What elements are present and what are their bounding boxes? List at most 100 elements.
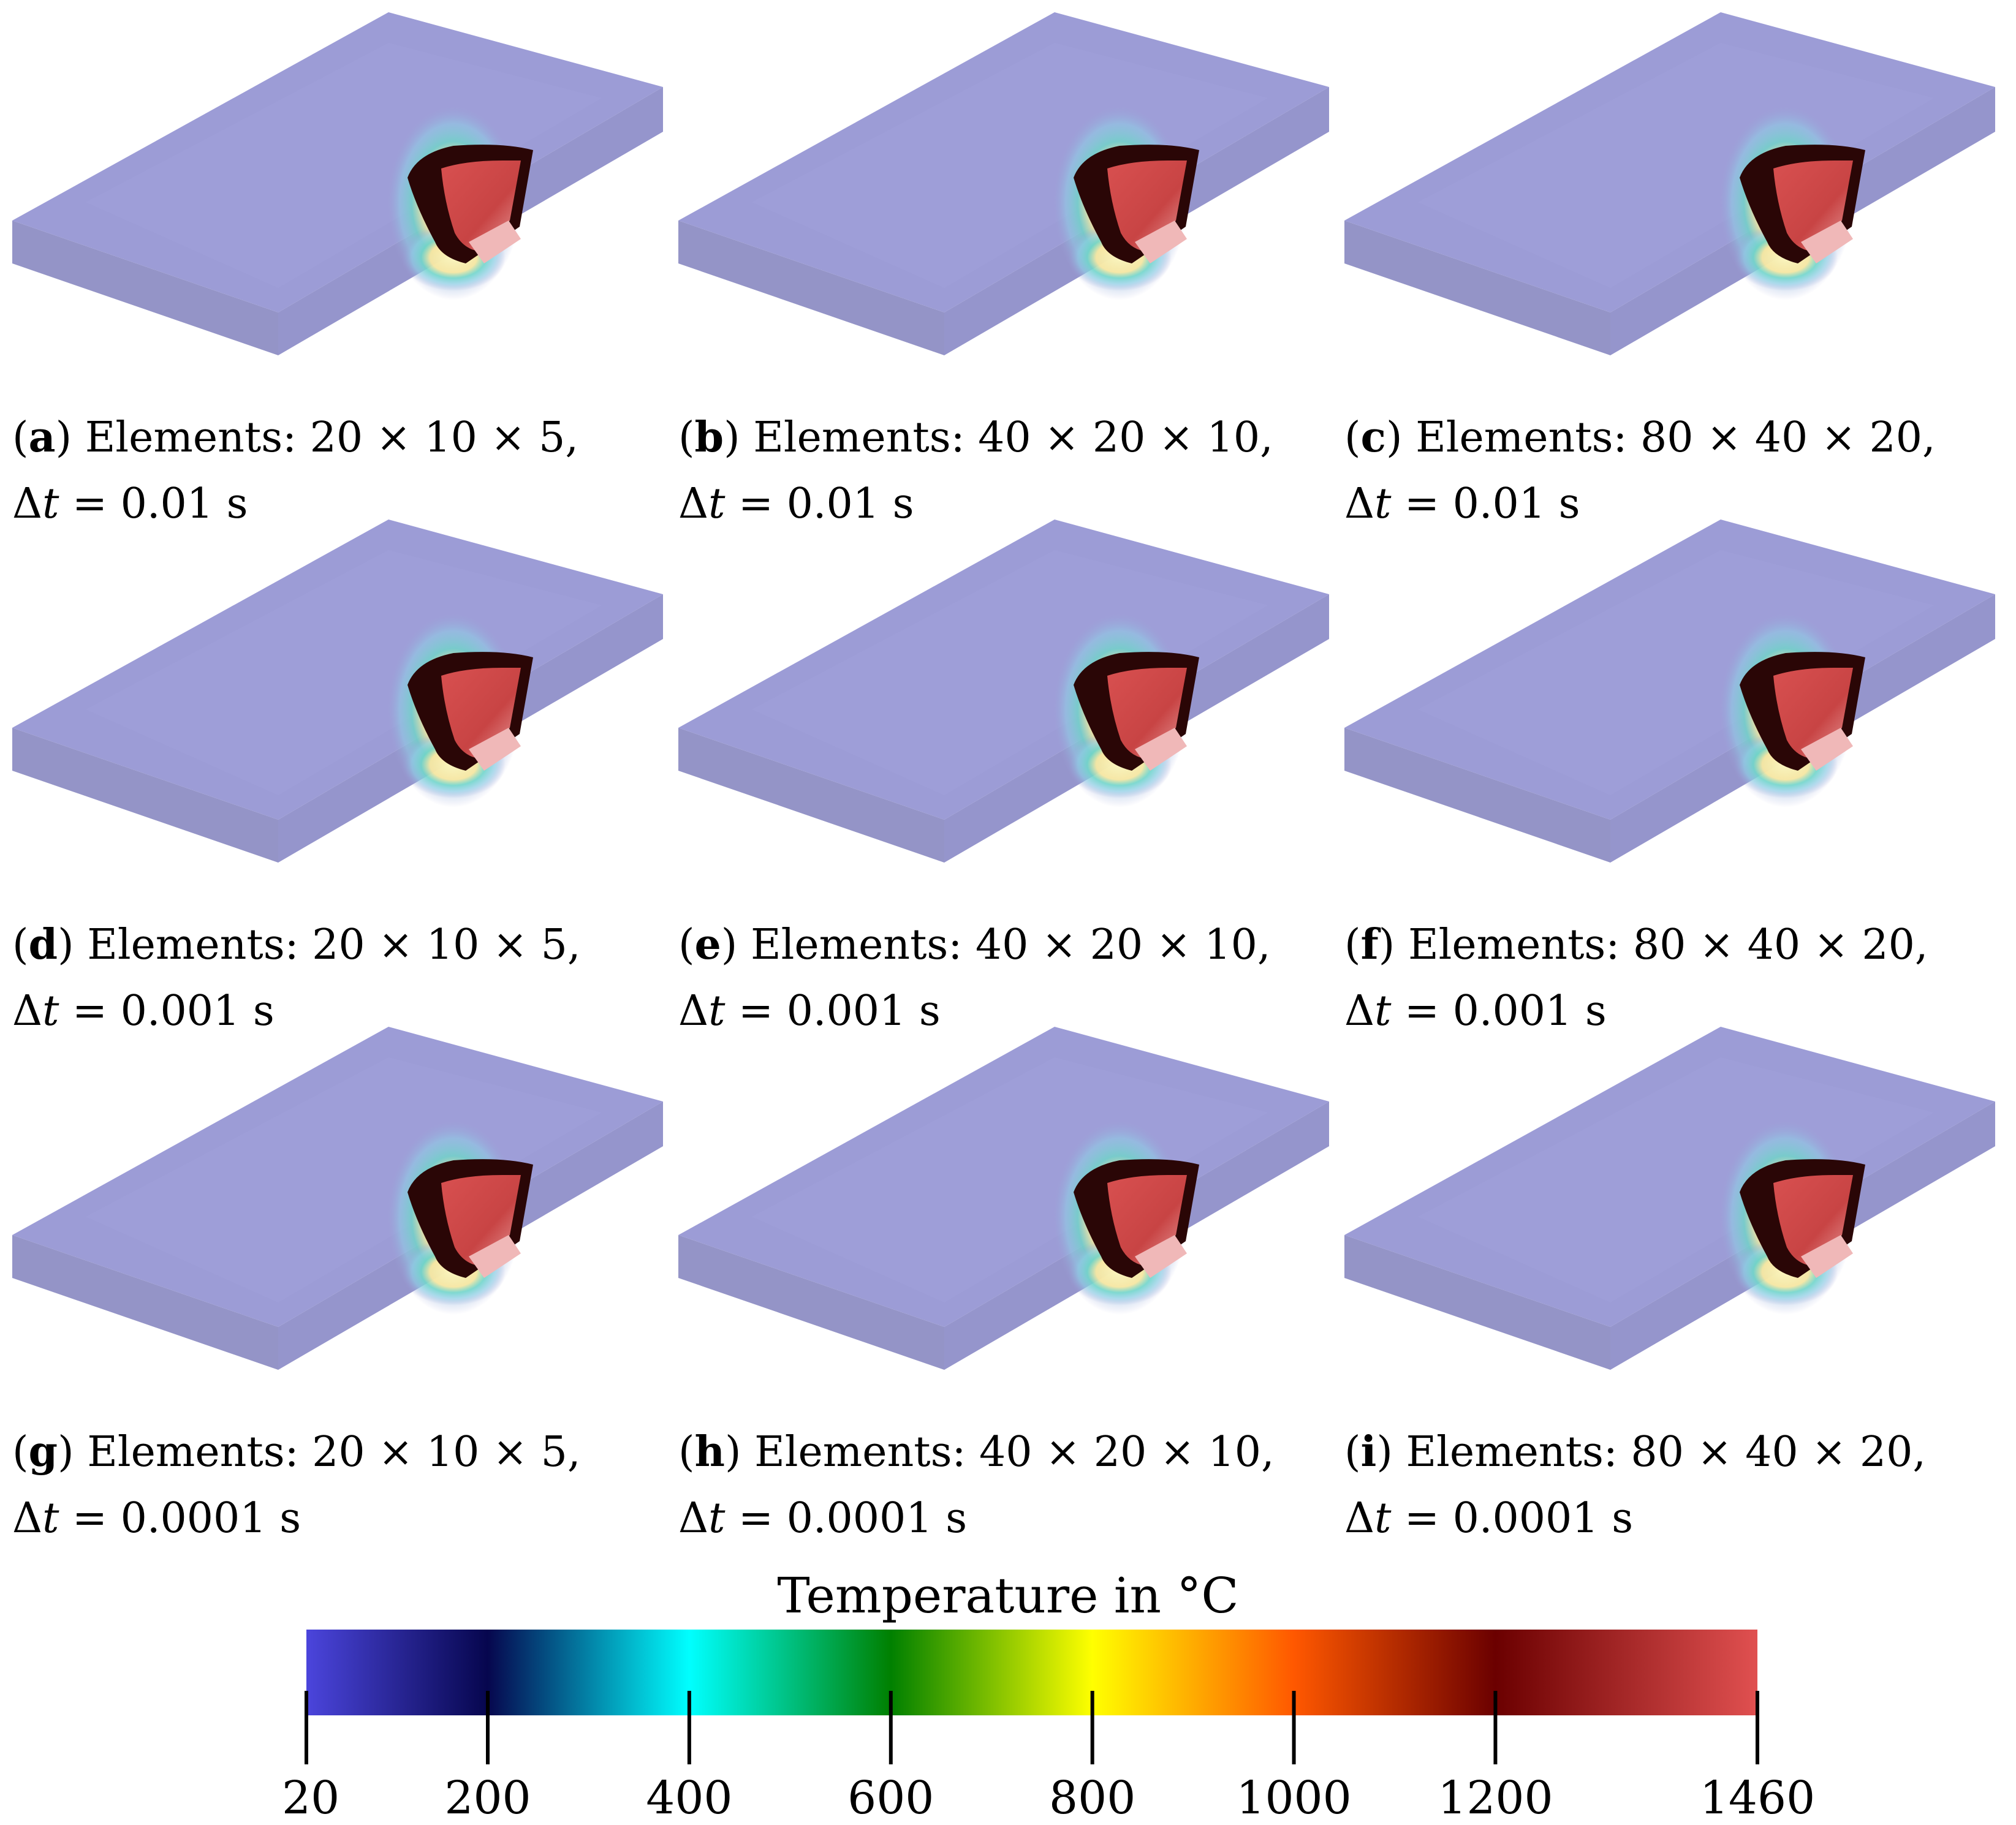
plate-inner-face bbox=[1418, 1057, 1934, 1302]
plate-render bbox=[12, 1027, 663, 1370]
dt-text: = 0.01 s bbox=[1391, 480, 1580, 528]
plate-inner-face bbox=[752, 43, 1268, 288]
plate-front-face bbox=[678, 1235, 944, 1370]
melt-pool-base bbox=[469, 1235, 521, 1278]
dt-var: t bbox=[42, 1494, 59, 1543]
plate-render bbox=[678, 12, 1329, 355]
dt-var: t bbox=[1374, 1494, 1392, 1543]
elements-text: Elements: 20 × 10 × 5, bbox=[87, 1428, 581, 1476]
plate-top-face bbox=[12, 1027, 663, 1327]
plate-inner-face bbox=[752, 550, 1268, 795]
elements-text: Elements: 40 × 20 × 10, bbox=[754, 1428, 1275, 1476]
dt-var: t bbox=[708, 480, 726, 528]
plate-render bbox=[12, 12, 663, 355]
panel-label: g bbox=[28, 1427, 58, 1476]
elements-text: Elements: 40 × 20 × 10, bbox=[750, 921, 1271, 969]
elements-text: Elements: 80 × 40 × 20, bbox=[1408, 921, 1928, 969]
panel-c: (c) Elements: 80 × 40 × 20, Δt = 0.01 s bbox=[1344, 0, 2006, 528]
panel-i: (i) Elements: 80 × 40 × 20, Δt = 0.0001 … bbox=[1344, 1015, 2006, 1543]
colorbar-tick-label: 400 bbox=[646, 1772, 732, 1824]
elements-text: Elements: 20 × 10 × 5, bbox=[85, 414, 578, 462]
panel-h: (h) Elements: 40 × 20 × 10, Δt = 0.0001 … bbox=[678, 1015, 1340, 1543]
panel-label: a bbox=[28, 413, 56, 462]
plate-top-face bbox=[12, 12, 663, 312]
elements-text: Elements: 40 × 20 × 10, bbox=[753, 414, 1273, 462]
melt-pool-base bbox=[1135, 221, 1187, 263]
panel-g: (g) Elements: 20 × 10 × 5, Δt = 0.0001 s bbox=[12, 1015, 674, 1543]
plate-inner-face bbox=[86, 1057, 602, 1302]
dt-var: t bbox=[42, 987, 59, 1035]
melt-pool-base bbox=[1135, 728, 1187, 771]
plate-render bbox=[12, 520, 663, 863]
panel-b: (b) Elements: 40 × 20 × 10, Δt = 0.01 s bbox=[678, 0, 1340, 528]
dt-text: = 0.0001 s bbox=[1391, 1494, 1634, 1543]
plate-front-face bbox=[1344, 1235, 1610, 1370]
plate-front-face bbox=[12, 221, 278, 355]
plate-top-face bbox=[1344, 12, 1995, 312]
dt-text: = 0.001 s bbox=[59, 987, 275, 1035]
panel-caption: (g) Elements: 20 × 10 × 5, Δt = 0.0001 s bbox=[12, 1427, 581, 1543]
colorbar-tick-label: 800 bbox=[1049, 1772, 1135, 1824]
dt-symbol: Δ bbox=[678, 1494, 709, 1543]
colorbar-gradient bbox=[306, 1630, 1757, 1715]
panel-label: i bbox=[1360, 1427, 1377, 1476]
elements-text: Elements: 80 × 40 × 20, bbox=[1415, 414, 1936, 462]
plate-top-face bbox=[678, 520, 1329, 820]
plate-front-face bbox=[678, 221, 944, 355]
dt-symbol: Δ bbox=[1344, 987, 1375, 1035]
plate-render bbox=[1344, 12, 1995, 355]
dt-var: t bbox=[708, 987, 726, 1035]
colorbar-tick-label: 1460 bbox=[1700, 1772, 1815, 1824]
melt-pool-base bbox=[469, 221, 521, 263]
colorbar: 20 200 400 600 800 1000 1200 1460 bbox=[282, 1630, 1815, 1824]
dt-text: = 0.01 s bbox=[59, 480, 248, 528]
dt-text: = 0.0001 s bbox=[59, 1494, 301, 1543]
plate-front-face bbox=[1344, 728, 1610, 863]
colorbar-tick-label: 20 bbox=[282, 1772, 339, 1824]
plate-top-face bbox=[678, 12, 1329, 312]
dt-text: = 0.001 s bbox=[1391, 987, 1607, 1035]
panel-caption: (b) Elements: 40 × 20 × 10, Δt = 0.01 s bbox=[678, 413, 1273, 528]
plate-top-face bbox=[12, 520, 663, 820]
panel-label: c bbox=[1360, 413, 1386, 462]
dt-symbol: Δ bbox=[12, 987, 43, 1035]
melt-pool-base bbox=[1801, 728, 1853, 771]
panel-label: h bbox=[694, 1427, 725, 1476]
melt-pool-base bbox=[1135, 1235, 1187, 1278]
dt-symbol: Δ bbox=[12, 1494, 43, 1543]
plate-render bbox=[678, 520, 1329, 863]
panel-a: (a) Elements: 20 × 10 × 5, Δt = 0.01 s bbox=[12, 0, 674, 528]
plate-inner-face bbox=[86, 43, 602, 288]
panel-caption: (i) Elements: 80 × 40 × 20, Δt = 0.0001 … bbox=[1344, 1427, 1927, 1543]
plate-front-face bbox=[1344, 221, 1610, 355]
panel-e: (e) Elements: 40 × 20 × 10, Δt = 0.001 s bbox=[678, 507, 1340, 1035]
plate-top-face bbox=[1344, 1027, 1995, 1327]
plate-front-face bbox=[12, 1235, 278, 1370]
dt-var: t bbox=[708, 1494, 726, 1543]
colorbar-tick-label: 600 bbox=[847, 1772, 934, 1824]
colorbar-tick-label: 1200 bbox=[1438, 1772, 1553, 1824]
colorbar-tick-label: 1000 bbox=[1236, 1772, 1351, 1824]
melt-pool-base bbox=[1801, 1235, 1853, 1278]
dt-symbol: Δ bbox=[678, 480, 709, 528]
dt-symbol: Δ bbox=[1344, 1494, 1375, 1543]
plate-render bbox=[1344, 1027, 1995, 1370]
panel-label: b bbox=[694, 413, 724, 462]
melt-pool-base bbox=[1801, 221, 1853, 263]
elements-text: Elements: 20 × 10 × 5, bbox=[87, 921, 581, 969]
plate-top-face bbox=[1344, 520, 1995, 820]
dt-var: t bbox=[42, 480, 59, 528]
panel-caption: (c) Elements: 80 × 40 × 20, Δt = 0.01 s bbox=[1344, 413, 1936, 528]
plate-render bbox=[678, 1027, 1329, 1370]
dt-text: = 0.0001 s bbox=[725, 1494, 968, 1543]
plate-inner-face bbox=[86, 550, 602, 795]
plate-render bbox=[1344, 520, 1995, 863]
panel-caption: (a) Elements: 20 × 10 × 5, Δt = 0.01 s bbox=[12, 413, 578, 528]
plate-inner-face bbox=[1418, 550, 1934, 795]
elements-text: Elements: 80 × 40 × 20, bbox=[1406, 1428, 1927, 1476]
dt-text: = 0.01 s bbox=[725, 480, 914, 528]
plate-inner-face bbox=[752, 1057, 1268, 1302]
dt-var: t bbox=[1374, 987, 1392, 1035]
panel-caption: (e) Elements: 40 × 20 × 10, Δt = 0.001 s bbox=[678, 920, 1271, 1035]
panel-label: f bbox=[1360, 920, 1379, 969]
